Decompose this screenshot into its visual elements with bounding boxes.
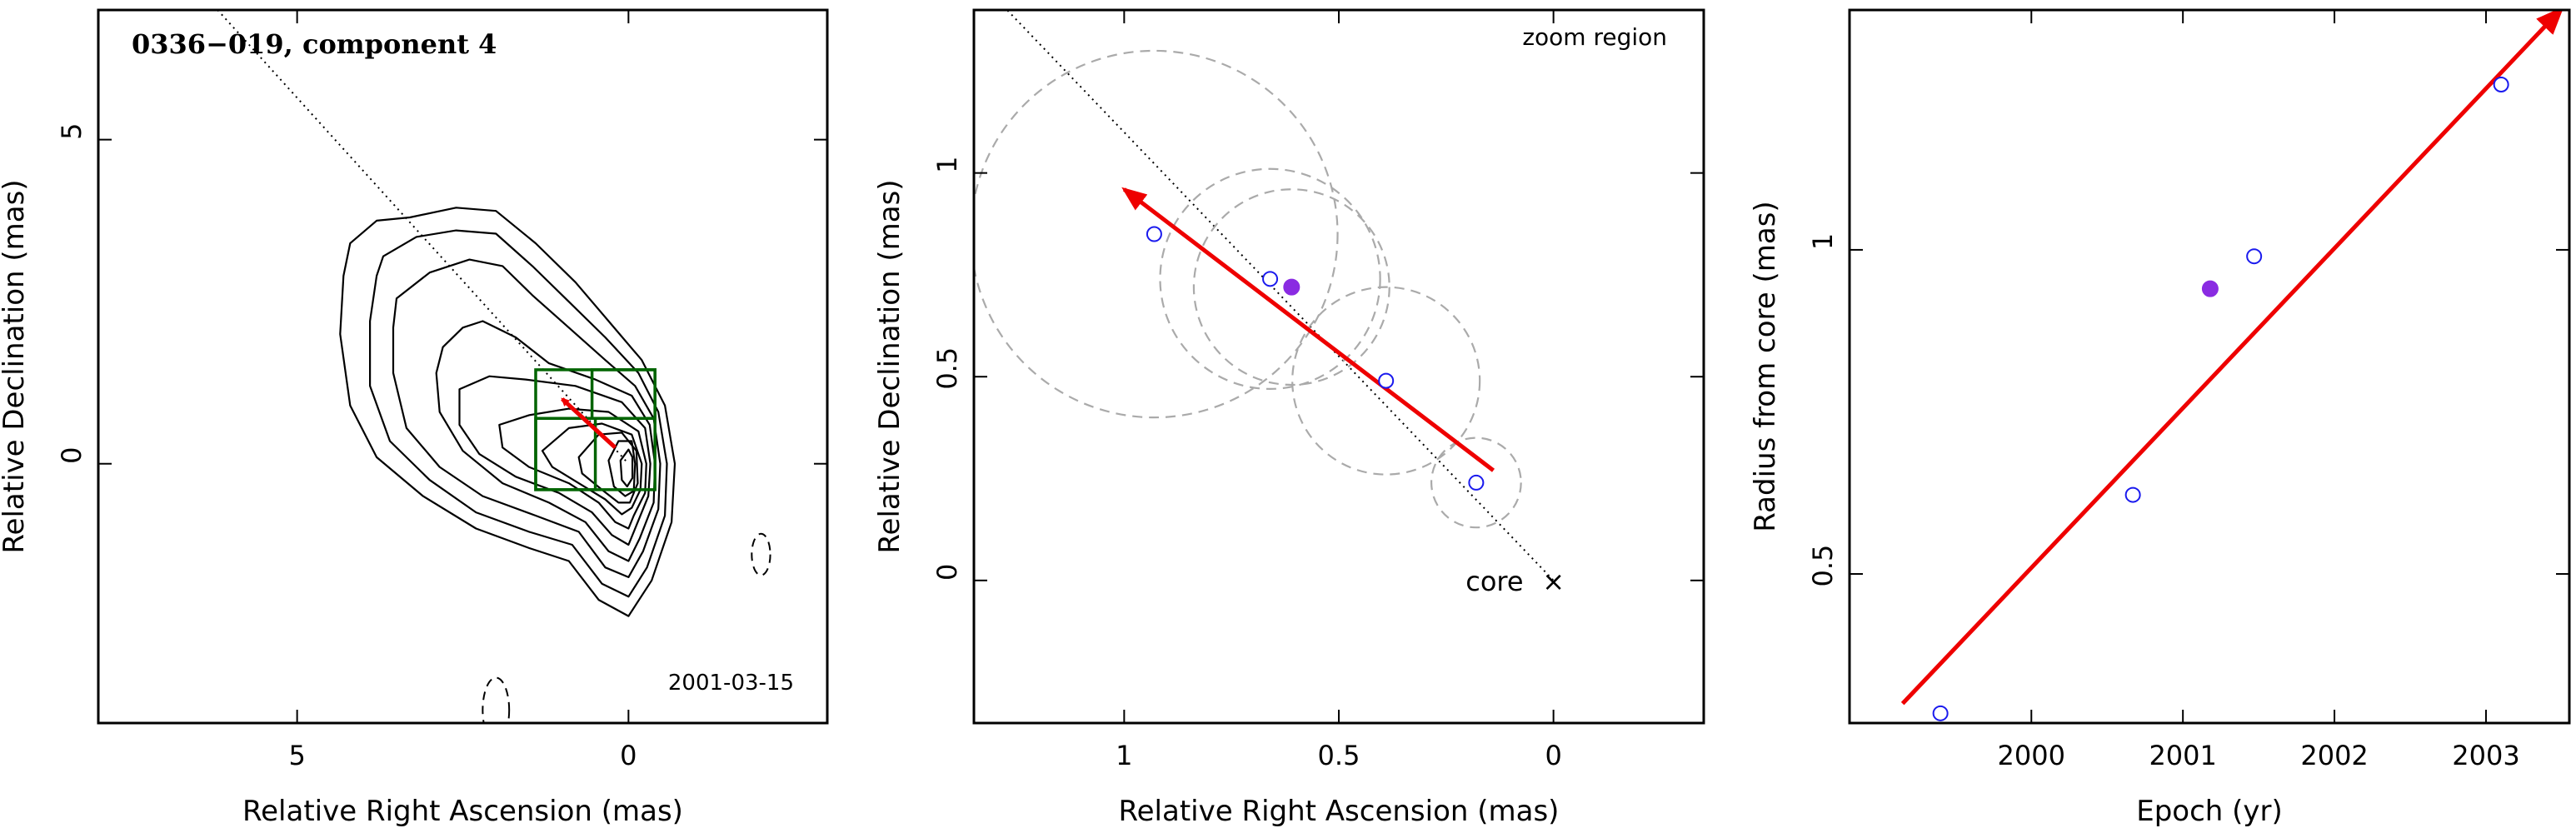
x-tick-label: 0 bbox=[620, 740, 637, 771]
negative-contour-1 bbox=[482, 676, 511, 723]
x-tick-label: 2000 bbox=[1998, 740, 2065, 771]
y-tick-label: 1 bbox=[931, 156, 963, 172]
x-axis-label: Relative Right Ascension (mas) bbox=[242, 795, 683, 828]
panel-frame-2 bbox=[972, 8, 1705, 725]
x-axis-label: Relative Right Ascension (mas) bbox=[1119, 795, 1560, 828]
plot-area-2 bbox=[974, 10, 1555, 581]
radius-epoch-point-1 bbox=[1932, 705, 1949, 721]
x-tick-label: 1 bbox=[1116, 740, 1132, 771]
velocity-arrow bbox=[561, 397, 617, 450]
jet-axis-line bbox=[217, 10, 630, 465]
y-tick-label: 0 bbox=[56, 447, 87, 464]
radius-epoch-point-4 bbox=[2246, 248, 2263, 265]
zoom-box-2 bbox=[534, 416, 597, 491]
velocity-arrow bbox=[1121, 187, 1495, 472]
y-axis-label: Relative Declination (mas) bbox=[873, 179, 906, 553]
contour-9 bbox=[607, 440, 637, 497]
y-tick-label: 0.5 bbox=[931, 347, 963, 390]
contour-6 bbox=[498, 407, 647, 530]
contour-5 bbox=[458, 375, 651, 546]
core-label: core bbox=[1465, 566, 1523, 597]
negative-contour-2 bbox=[751, 532, 771, 576]
panel-frame-1 bbox=[97, 8, 829, 725]
y-tick-label: 0 bbox=[931, 564, 963, 581]
x-tick-label: 2001 bbox=[2149, 740, 2216, 771]
x-tick-label: 0.5 bbox=[1318, 740, 1360, 771]
date-label: 2001-03-15 bbox=[668, 671, 794, 696]
radius-epoch-point-2 bbox=[2124, 486, 2141, 503]
component-size-circle-1 bbox=[974, 49, 1339, 419]
component-position-point-4 bbox=[1378, 372, 1395, 389]
y-tick-label: 5 bbox=[56, 122, 87, 139]
contour-7 bbox=[541, 422, 643, 516]
y-axis-label: Radius from core (mas) bbox=[1749, 201, 1782, 531]
component-position-point-5 bbox=[1468, 474, 1485, 491]
component-size-circle-2 bbox=[1159, 167, 1381, 391]
contour-2 bbox=[369, 229, 668, 598]
panel-frame-3 bbox=[1848, 8, 2571, 725]
contour-8 bbox=[577, 431, 639, 504]
radius-epoch-point-3 bbox=[2201, 280, 2219, 297]
zoom-box-3 bbox=[590, 368, 656, 421]
core-marker: × bbox=[1542, 566, 1565, 597]
panel-1: 5 0 5 0 Relative Right Ascension (mas) Relati… bbox=[0, 8, 829, 828]
jet-axis-line bbox=[1006, 10, 1555, 581]
component-position-point-1 bbox=[1146, 226, 1162, 242]
panel-title: 0336−019, component 4 bbox=[132, 28, 497, 60]
panel-2: 1 0.5 0 0 0.5 1 Relative Right Ascension (mas)… bbox=[873, 8, 1705, 828]
y-tick-label: 0.5 bbox=[1807, 545, 1839, 587]
panel-3: 2000 2001 2002 2003 0.5 1 Epoch (yr) Radius fro… bbox=[1749, 8, 2571, 828]
x-tick-label: 0 bbox=[1545, 740, 1561, 771]
x-tick-label: 5 bbox=[288, 740, 305, 771]
y-axis-label: Relative Declination (mas) bbox=[0, 179, 31, 553]
component-position-point-2 bbox=[1262, 271, 1279, 287]
fit-line-arrow bbox=[1900, 10, 2564, 706]
contour-10 bbox=[619, 448, 634, 488]
component-position-point-3 bbox=[1283, 278, 1300, 296]
x-axis-label: Epoch (yr) bbox=[2136, 795, 2283, 828]
x-tick-label: 2003 bbox=[2452, 740, 2519, 771]
contour-1 bbox=[339, 207, 676, 617]
contour-3 bbox=[392, 258, 661, 578]
y-tick-label: 1 bbox=[1807, 233, 1839, 250]
radius-epoch-point-5 bbox=[2493, 76, 2509, 92]
component-size-circle-4 bbox=[1291, 286, 1481, 476]
plot-area-1 bbox=[217, 10, 771, 723]
contour-4 bbox=[435, 320, 656, 562]
x-tick-label: 2002 bbox=[2300, 740, 2368, 771]
zoom-region-label: zoom region bbox=[1522, 23, 1667, 51]
component-size-circle-5 bbox=[1430, 436, 1522, 529]
plot-area-3 bbox=[1900, 10, 2564, 721]
